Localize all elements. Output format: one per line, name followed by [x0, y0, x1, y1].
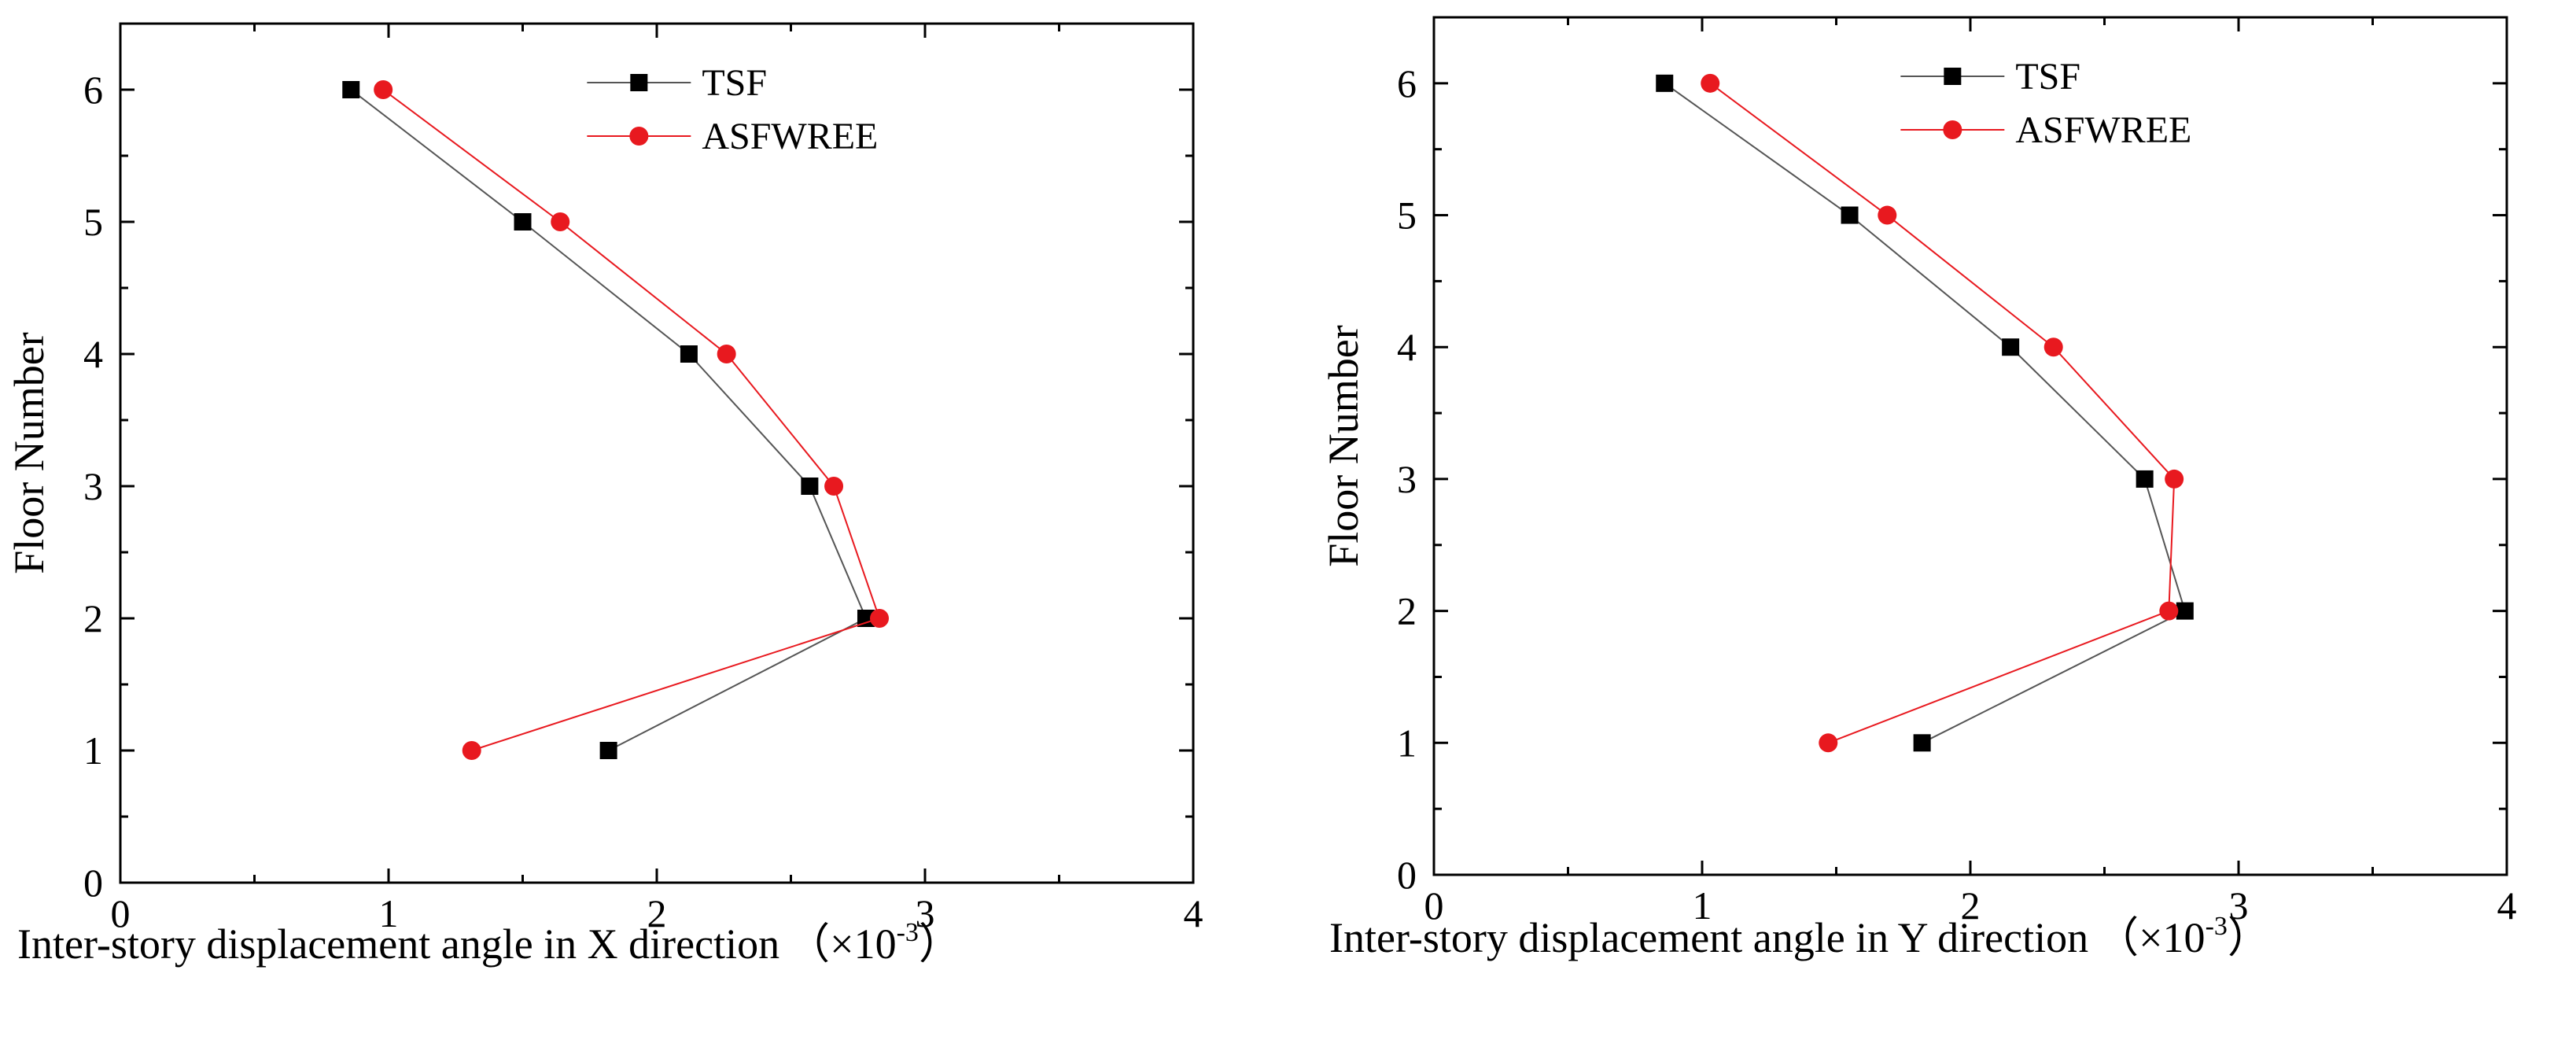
legend-marker — [629, 127, 649, 146]
y-tick-label: 3 — [1397, 457, 1417, 501]
y-tick-label: 3 — [83, 464, 103, 508]
data-point-asfwree — [2043, 337, 2063, 357]
series-line-asfwree — [1709, 83, 2176, 744]
legend-item-tsf: TSF — [587, 62, 767, 104]
x-tick-label: 3 — [916, 891, 935, 935]
legend-label: ASFWREE — [2015, 109, 2191, 151]
y-tick-label: 1 — [83, 728, 103, 773]
y-tick-label: 2 — [1397, 589, 1417, 633]
x-axis-unit-close: ） — [919, 920, 961, 968]
y-tick-label: 0 — [1397, 853, 1417, 897]
x-axis-unit: （×10 — [2096, 914, 2205, 961]
legend: TSF ASFWREE — [1900, 56, 2191, 151]
data-point-tsf — [680, 345, 698, 363]
legend-item-asfwree: ASFWREE — [587, 116, 878, 157]
x-axis-unit: （×10 — [787, 920, 896, 968]
y-tick-label: 2 — [83, 596, 103, 640]
data-point-asfwree — [462, 741, 481, 760]
data-point-tsf — [1656, 74, 1674, 92]
legend-marker — [630, 74, 648, 91]
data-point-asfwree — [551, 212, 570, 231]
x-tick-label: 3 — [2229, 883, 2249, 928]
y-tick-label: 4 — [1397, 325, 1417, 369]
legend-item-tsf: TSF — [1900, 56, 2080, 98]
data-point-asfwree — [1878, 205, 1897, 225]
y-tick-label: 6 — [83, 68, 103, 112]
chart-panel-2: 0 1 2 3 4 0 1 2 3 4 5 6 Floor Number Inter-story disp… — [1320, 16, 2517, 961]
data-point-tsf — [2176, 602, 2194, 620]
y-axis-title: Floor Number — [6, 332, 53, 573]
y-tick-label: 6 — [1397, 61, 1417, 105]
x-axis-unit-close: ） — [2228, 914, 2270, 961]
legend-label: ASFWREE — [702, 116, 878, 157]
y-tick-label: 0 — [83, 861, 103, 905]
legend-marker — [1943, 120, 1962, 139]
data-point-tsf — [2002, 338, 2020, 356]
legend-marker — [1944, 68, 1962, 85]
data-point-asfwree — [824, 477, 844, 496]
data-point-asfwree — [1701, 73, 1720, 93]
data-point-asfwree — [2165, 469, 2184, 489]
y-axis-ticks: 0 1 2 3 4 5 6 — [83, 22, 1193, 905]
data-point-asfwree — [870, 609, 890, 628]
series-asfwree — [374, 80, 890, 760]
x-tick-label: 0 — [111, 891, 131, 935]
x-axis-title: Inter-story displacement angle in X dire… — [17, 918, 961, 968]
y-tick-label: 1 — [1397, 721, 1417, 765]
x-tick-label: 2 — [1961, 883, 1981, 928]
x-tick-label: 4 — [1184, 891, 1203, 935]
x-axis-unit-exponent: -3 — [897, 918, 919, 947]
x-axis-title: Inter-story displacement angle in Y dire… — [1329, 912, 2270, 961]
y-tick-label: 5 — [83, 200, 103, 244]
y-axis-title: Floor Number — [1320, 325, 1367, 566]
y-tick-label: 5 — [1397, 194, 1417, 238]
data-point-tsf — [599, 742, 617, 759]
legend: TSF ASFWREE — [587, 62, 878, 157]
chart-panels: 0 1 2 3 4 0 1 2 3 4 5 6 Floor Number Inter-story disp… — [6, 16, 2517, 968]
data-point-tsf — [857, 610, 875, 627]
y-axis-ticks: 0 1 2 3 4 5 6 — [1397, 16, 2507, 897]
x-axis-ticks: 0 1 2 3 4 — [1424, 17, 2517, 928]
x-axis-title-text: Inter-story displacement angle in X dire… — [17, 920, 779, 968]
legend-label: TSF — [2015, 56, 2080, 98]
x-axis-unit-exponent: -3 — [2206, 912, 2228, 941]
data-point-tsf — [1913, 734, 1931, 752]
data-point-tsf — [342, 81, 360, 98]
series-line-tsf — [1664, 83, 2187, 744]
data-point-tsf — [801, 478, 819, 495]
x-tick-label: 4 — [2497, 883, 2517, 928]
data-point-tsf — [1841, 206, 1859, 224]
series-asfwree — [1701, 73, 2184, 753]
x-tick-label: 1 — [379, 891, 399, 935]
chart-panel-1: 0 1 2 3 4 0 1 2 3 4 5 6 Floor Number Inter-story disp… — [6, 22, 1203, 968]
data-point-asfwree — [2159, 601, 2179, 621]
data-point-asfwree — [717, 345, 736, 363]
data-point-tsf — [2136, 470, 2154, 488]
series-line-tsf — [350, 89, 868, 751]
legend-item-asfwree: ASFWREE — [1900, 109, 2191, 151]
x-tick-label: 1 — [1693, 883, 1712, 928]
x-axis-ticks: 0 1 2 3 4 — [111, 24, 1203, 935]
y-tick-label: 4 — [83, 332, 103, 376]
series-tsf — [342, 81, 875, 759]
data-point-asfwree — [1819, 733, 1838, 753]
x-axis-title-text: Inter-story displacement angle in Y dire… — [1329, 914, 2088, 961]
x-tick-label: 0 — [1424, 883, 1444, 928]
data-point-asfwree — [374, 80, 393, 99]
series-tsf — [1656, 74, 2194, 752]
data-point-tsf — [514, 213, 532, 230]
series-line-asfwree — [382, 89, 881, 751]
x-tick-label: 2 — [647, 891, 667, 935]
legend-label: TSF — [702, 62, 767, 104]
